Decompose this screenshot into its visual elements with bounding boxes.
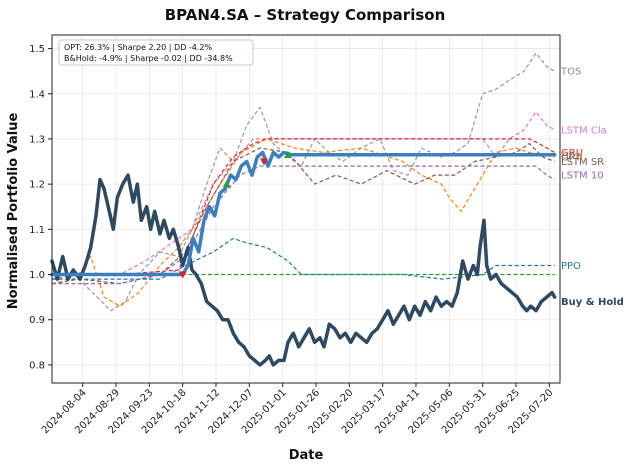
x-axis-title: Date: [289, 448, 324, 463]
series-line-opt: [50, 150, 557, 277]
y-tick-label: 1.1: [29, 225, 45, 236]
series-line-ppo: [52, 237, 555, 280]
y-tick-label: 1.5: [29, 44, 45, 55]
series-line-lstm-cla: [51, 111, 555, 280]
y-tick-label: 1.3: [29, 134, 45, 145]
series-end-label: Buy & Hold: [561, 297, 624, 308]
series-end-label: OPT: [561, 153, 582, 164]
series-end-label: LSTM 10: [561, 171, 604, 182]
series-line-lstm-10: [52, 165, 555, 285]
y-tick-label: 1.2: [29, 180, 45, 191]
series-end-label: TOS: [560, 67, 581, 78]
annotation-line-opt: OPT: 26.3% | Sharpe 2.20 | DD -4.2%: [64, 43, 213, 52]
series-end-label: LSTM SR: [561, 157, 604, 168]
trade-marker: [222, 180, 231, 188]
y-tick-label: 1.4: [29, 89, 45, 100]
stats-annotation-box: OPT: 26.3% | Sharpe 2.20 | DD -4.2% B&Ho…: [58, 39, 254, 66]
y-tick-label: 0.9: [29, 315, 45, 326]
series-end-label: CNN: [561, 150, 583, 161]
chart-title: BPAN4.SA – Strategy Comparison: [165, 6, 446, 24]
trade-marker: [260, 158, 268, 166]
trade-markers: [178, 150, 292, 279]
plot-area-frame: [51, 34, 561, 384]
trade-marker: [284, 150, 292, 158]
series-end-label: PPO: [561, 261, 581, 272]
series-line-cnn: [51, 138, 555, 307]
annotation-line-buyhold: B&Hold: -4.9% | Sharpe -0.02 | DD -34.8%: [64, 54, 233, 63]
series-lines: [50, 52, 557, 367]
trade-marker: [178, 271, 187, 279]
annotation-background: [58, 39, 254, 66]
series-end-label: LSTM Cla: [561, 125, 607, 136]
y-axis-ticks: 0.8 0.9 1.0 1.1 1.2 1.3 1.4 1.5: [29, 44, 52, 371]
y-tick-label: 1.0: [29, 270, 45, 281]
y-axis-title: Normalised Portfolio Value: [6, 113, 21, 310]
y-tick-label: 0.8: [29, 360, 45, 371]
series-end-label: GRU: [561, 148, 583, 159]
series-line-buy-hold: [50, 173, 557, 367]
